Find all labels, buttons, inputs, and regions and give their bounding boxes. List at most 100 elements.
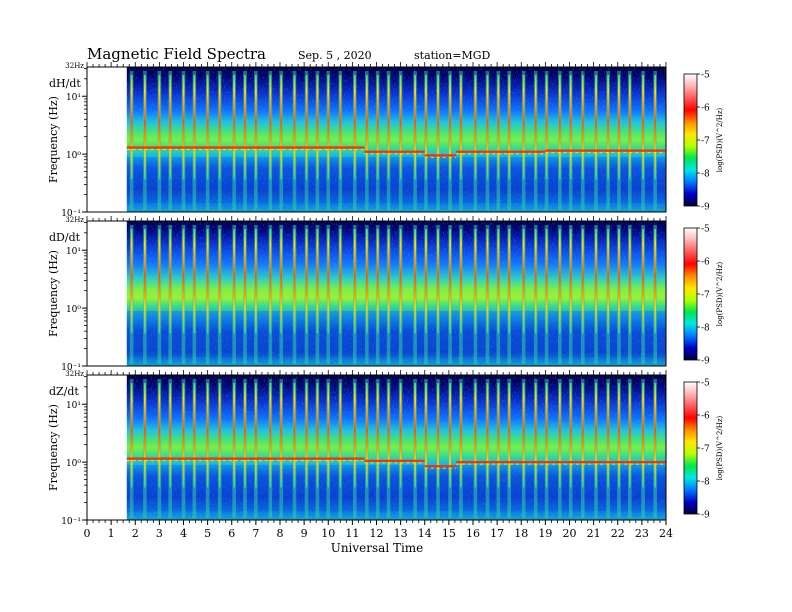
streak-core <box>581 383 584 488</box>
vertical-streaks <box>129 71 657 210</box>
colorbar-label: log(PSD)(V^2/Hz) <box>716 107 724 172</box>
streak-core <box>534 229 537 334</box>
streak-core <box>339 75 342 180</box>
streak-core <box>244 75 246 180</box>
top-tick-strip <box>86 62 667 67</box>
component-label: dD/dt <box>49 231 81 244</box>
streak-core <box>642 383 644 488</box>
streak-core <box>522 383 525 488</box>
date-label: Sep. 5 , 2020 <box>298 49 372 62</box>
colorbar <box>683 227 698 361</box>
streak-core <box>654 383 657 488</box>
streak-core <box>130 229 133 334</box>
colorbar-tick-label: -6 <box>701 412 710 422</box>
streak-core <box>387 75 390 180</box>
streak-core <box>508 229 511 334</box>
streak-core <box>642 75 644 180</box>
x-tick-label: 13 <box>394 527 408 540</box>
spectrogram-panel-3: 10¹ 10⁰ 10⁻¹ 32Hz dZ/dt Frequency (Hz) -5 -6 -7 -… <box>47 370 724 527</box>
streak-core <box>353 229 356 334</box>
x-tick-label: 1 <box>108 527 115 540</box>
y-tick-label: 10⁻¹ <box>61 363 81 373</box>
x-tick-label: 22 <box>611 527 625 540</box>
streak-core <box>569 75 572 180</box>
streak-core <box>437 383 439 488</box>
streak-core <box>130 75 133 180</box>
streak-core <box>618 229 620 334</box>
x-tick-label: 24 <box>659 527 673 540</box>
x-tick-label: 17 <box>490 527 504 540</box>
x-tick-label: 15 <box>442 527 456 540</box>
streak-core <box>399 75 402 180</box>
y-tick-label: 10⁻¹ <box>61 209 81 219</box>
streak-core <box>293 229 296 334</box>
x-tick-label: 5 <box>204 527 211 540</box>
y-tick-label: 10¹ <box>66 401 81 411</box>
streak-core <box>233 383 236 488</box>
x-tick-label: 14 <box>418 527 432 540</box>
spectrogram-panel-1: 10¹ 10⁰ 10⁻¹ 32Hz dH/dt Frequency (Hz) -5 -6 -7 -… <box>47 62 724 219</box>
streak-core <box>486 75 489 180</box>
streak-core <box>233 75 236 180</box>
streak-core <box>293 383 296 488</box>
y-tick-label: 10⁻¹ <box>61 517 81 527</box>
colorbar-tick-label: -9 <box>701 511 710 521</box>
streak-core <box>206 75 209 180</box>
streak-core <box>414 75 416 180</box>
streak-core <box>254 229 257 334</box>
streak-core <box>254 75 257 180</box>
streak-core <box>365 229 368 334</box>
streak-core <box>497 383 500 488</box>
streak-core <box>169 383 172 488</box>
streak-core <box>474 229 477 334</box>
streak-core <box>449 229 451 334</box>
streak-core <box>339 383 342 488</box>
streak-core <box>254 383 257 488</box>
streak-core <box>508 75 511 180</box>
x-tick-label: 18 <box>514 527 528 540</box>
streak-core <box>193 229 196 334</box>
x-tick-label: 3 <box>156 527 163 540</box>
streak-core <box>460 229 462 334</box>
streak-core <box>414 229 416 334</box>
streak-core <box>654 229 657 334</box>
spectrogram-panel-2: 10¹ 10⁰ 10⁻¹ 32Hz dD/dt Frequency (Hz) -5 -6 -7 -… <box>47 216 724 373</box>
colorbar-tick-label: -7 <box>701 137 710 147</box>
streak-core <box>545 75 548 180</box>
top-frequency-label: 32Hz <box>65 62 84 70</box>
streak-core <box>607 75 609 180</box>
streak-core <box>497 229 500 334</box>
streak-core <box>618 383 620 488</box>
streak-core <box>316 75 319 180</box>
colorbar-tick-label: -6 <box>701 258 710 268</box>
streak-core <box>305 229 308 334</box>
top-tick-strip <box>86 370 667 375</box>
streak-core <box>365 75 368 180</box>
streak-core <box>437 75 439 180</box>
colorbar-tick-label: -8 <box>701 170 710 180</box>
y-tick-label: 10⁰ <box>66 305 81 315</box>
streak-core <box>244 383 246 488</box>
streak-core <box>365 383 368 488</box>
spectrogram-noise <box>126 375 666 520</box>
streak-core <box>218 383 221 488</box>
x-tick-label: 9 <box>301 527 308 540</box>
colorbar-tick-label: -8 <box>701 324 710 334</box>
streak-core <box>193 383 196 488</box>
streak-core <box>327 229 330 334</box>
y-axis-label: Frequency (Hz) <box>47 96 60 183</box>
streak-core <box>486 383 489 488</box>
streak-core <box>144 75 146 180</box>
streak-core <box>233 229 236 334</box>
x-tick-label: 19 <box>538 527 552 540</box>
y-tick-label: 10¹ <box>66 93 81 103</box>
streak-core <box>595 229 597 334</box>
colorbar-tick-label: -9 <box>701 357 710 367</box>
streak-core <box>280 75 283 180</box>
colorbar-tick-label: -5 <box>701 379 710 389</box>
streak-core <box>399 383 402 488</box>
y-tick-label: 10⁰ <box>66 151 81 161</box>
streak-core <box>269 229 272 334</box>
streak-core <box>642 229 644 334</box>
